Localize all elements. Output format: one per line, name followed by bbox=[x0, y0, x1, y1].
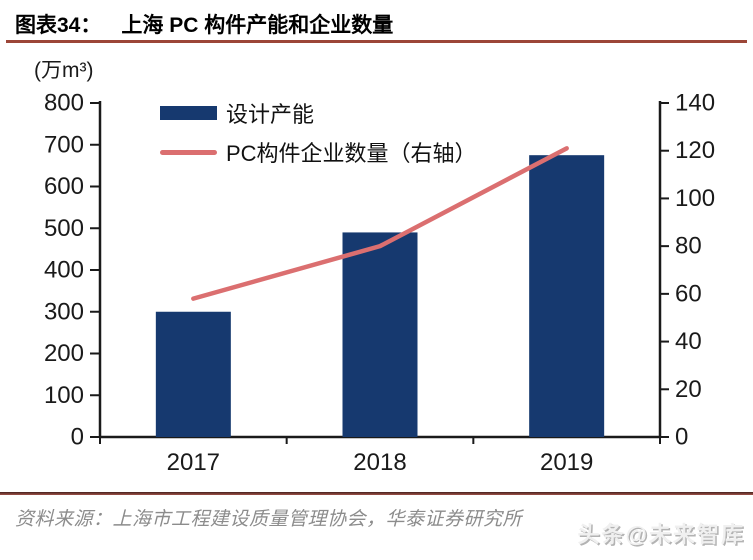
right-axis-tick-label: 120 bbox=[675, 137, 715, 164]
figure-title: 上海 PC 构件产能和企业数量 bbox=[121, 14, 394, 37]
right-axis-tick-label: 0 bbox=[675, 424, 688, 451]
left-axis-tick-label: 700 bbox=[44, 131, 84, 158]
right-axis-tick-label: 20 bbox=[675, 376, 702, 403]
right-axis-tick-label: 100 bbox=[675, 185, 715, 212]
right-axis-tick-label: 60 bbox=[675, 280, 702, 307]
source-note: 资料来源：上海市工程建设质量管理协会，华泰证券研究所 bbox=[15, 509, 523, 530]
right-axis-tick-label: 40 bbox=[675, 328, 702, 355]
title-divider bbox=[6, 40, 747, 43]
left-axis-tick-label: 0 bbox=[71, 424, 84, 451]
left-axis-tick-label: 200 bbox=[44, 340, 84, 367]
left-axis-tick-label: 300 bbox=[44, 298, 84, 325]
x-axis-label-2018: 2018 bbox=[353, 449, 406, 476]
bar-2019 bbox=[529, 155, 605, 437]
legend-label-bar: 设计产能 bbox=[226, 102, 315, 127]
x-axis-label-2017: 2017 bbox=[167, 449, 220, 476]
watermark: 头条@未来智库 bbox=[577, 522, 745, 547]
legend: 设计产能 PC构件企业数量（右轴） bbox=[160, 100, 477, 178]
left-axis-unit: (万m³) bbox=[34, 59, 94, 82]
line-series bbox=[191, 146, 569, 301]
footer-divider bbox=[0, 492, 753, 495]
right-axis-tick-label: 140 bbox=[675, 90, 715, 117]
x-axis-label-2019: 2019 bbox=[540, 449, 593, 476]
left-axis-tick-label: 100 bbox=[44, 382, 84, 409]
line-series-swatch bbox=[160, 149, 217, 155]
left-axis-tick-label: 800 bbox=[44, 90, 84, 117]
legend-item-bar: 设计产能 bbox=[160, 100, 477, 127]
legend-item-line: PC构件企业数量（右轴） bbox=[160, 139, 477, 166]
left-axis-tick-label: 400 bbox=[44, 257, 84, 284]
figure-number: 图表34： bbox=[15, 14, 102, 37]
bar-2017 bbox=[155, 311, 231, 437]
bar-2018 bbox=[342, 232, 418, 437]
figure-header: 图表34： 上海 PC 构件产能和企业数量 bbox=[15, 9, 393, 39]
right-axis-tick-label: 80 bbox=[675, 233, 702, 260]
left-axis-tick-label: 600 bbox=[44, 173, 84, 200]
legend-label-line: PC构件企业数量（右轴） bbox=[226, 141, 477, 166]
left-axis-tick-label: 500 bbox=[44, 215, 84, 242]
bar-series-swatch bbox=[160, 106, 217, 120]
